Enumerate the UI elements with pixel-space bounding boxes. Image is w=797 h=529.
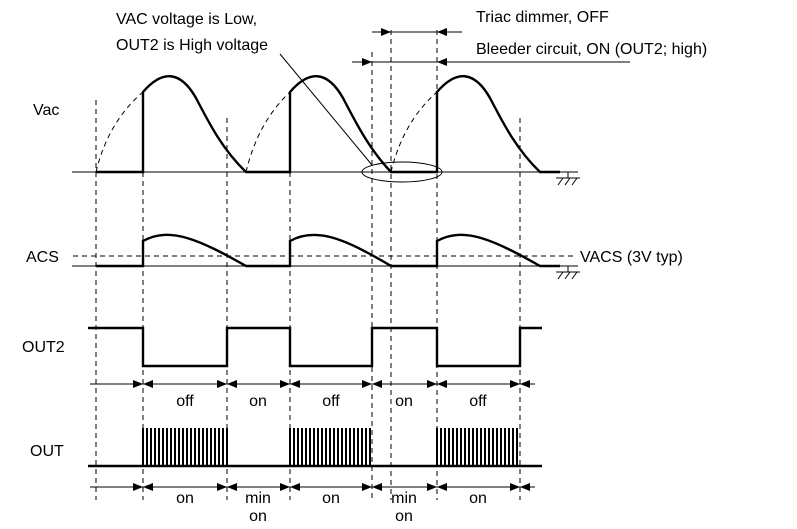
vac-ground-icon [556, 171, 580, 186]
annotation-triac: Triac dimmer, OFF [476, 9, 609, 26]
label-out2: OUT2 [22, 339, 65, 356]
acs-ground-icon [556, 265, 580, 280]
bleeder-arrows [352, 58, 630, 66]
pwm-burst [142, 428, 228, 466]
annotation-vacs: VACS (3V typ) [580, 249, 683, 266]
highlight-ellipse [361, 161, 443, 183]
out-state-labels: on min on on min on on [176, 490, 487, 525]
out-state-label: min [391, 490, 417, 507]
out-state-label: on [176, 490, 194, 507]
out2-state-label: off [322, 393, 340, 410]
label-out: OUT [30, 443, 64, 460]
out2-state-label: on [249, 393, 267, 410]
out2-state-label: on [395, 393, 413, 410]
out-state-label: min [245, 490, 271, 507]
out-waveform [88, 428, 542, 468]
annotation-note-line1: VAC voltage is Low, [116, 11, 257, 28]
triac-arrows [372, 28, 462, 36]
pwm-burst [289, 428, 371, 466]
out2-state-label: off [469, 393, 487, 410]
pwm-burst [436, 428, 518, 466]
vac-waveform [72, 75, 580, 186]
out2-waveform [88, 326, 542, 368]
out-state-label: on [469, 490, 487, 507]
out-interval-arrows [90, 483, 535, 491]
annotation-bleeder: Bleeder circuit, ON (OUT2; high) [476, 41, 707, 58]
label-vac: Vac [33, 102, 59, 119]
out-state-label: on [249, 508, 267, 525]
out-state-label: on [395, 508, 413, 525]
out-state-label: on [322, 490, 340, 507]
label-acs: ACS [26, 249, 59, 266]
annotation-pointer-line [279, 53, 373, 166]
acs-waveform [72, 233, 580, 280]
out2-state-label: off [176, 393, 194, 410]
annotation-note-line2: OUT2 is High voltage [116, 37, 268, 54]
out2-interval-arrows [90, 380, 535, 388]
out2-state-labels: off on off on off [176, 393, 487, 410]
